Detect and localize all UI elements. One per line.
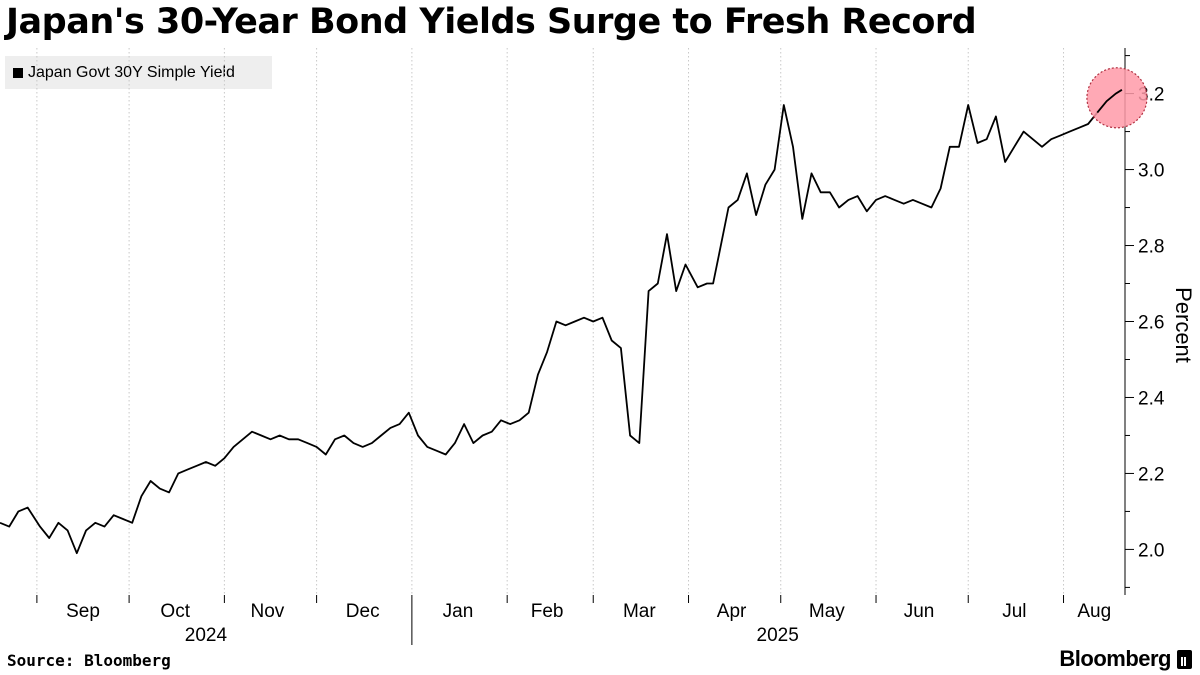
y-axis-title: Percent [1171, 287, 1196, 363]
y-tick-label: 2.6 [1138, 313, 1164, 334]
x-tick-label: Jul [1002, 601, 1026, 622]
y-tick-label: 2.2 [1138, 464, 1164, 485]
x-axis-labels: Sep Oct Nov Dec Jan Feb Mar Apr May Jun Jul Aug 2024… [66, 601, 1111, 646]
x-tick-label: Dec [346, 601, 380, 622]
x-tick-label: Mar [623, 601, 656, 622]
y-tick-label: 2.8 [1138, 237, 1164, 258]
x-tick-label: Nov [251, 601, 285, 622]
chart-title: Japan's 30-Year Bond Yields Surge to Fre… [6, 2, 977, 42]
legend-label: Japan Govt 30Y Simple Yield [28, 63, 235, 81]
grid-lines [36, 48, 1065, 645]
y-tick-label: 3.0 [1138, 161, 1164, 182]
x-tick-label: Apr [717, 601, 747, 622]
series-line-highlight [1096, 89, 1123, 114]
source-note: Source: Bloomberg [7, 651, 171, 670]
x-year-label: 2024 [185, 625, 228, 646]
series-layer [0, 89, 1123, 555]
x-tick-label: Feb [531, 601, 564, 622]
x-tick-label: Jun [904, 601, 935, 622]
legend-swatch [13, 67, 23, 78]
x-tick-label: Sep [66, 601, 100, 622]
x-tick-label: Oct [160, 601, 190, 622]
brand-logo: Bloomberg [1059, 646, 1192, 672]
highlight-layer [1086, 67, 1148, 129]
highlight-circle [1086, 67, 1148, 129]
brand-name: Bloomberg [1059, 646, 1171, 671]
y-tick-label: 2.0 [1138, 540, 1164, 561]
x-year-label: 2025 [757, 625, 799, 646]
legend: Japan Govt 30Y Simple Yield [5, 56, 272, 89]
x-tick-label: May [809, 601, 845, 622]
bloomberg-icon [1177, 649, 1192, 669]
x-tick-label: Jan [443, 601, 474, 622]
x-tick-label: Aug [1077, 601, 1111, 622]
series-line [0, 89, 1123, 555]
y-tick-label: 2.4 [1138, 388, 1165, 409]
